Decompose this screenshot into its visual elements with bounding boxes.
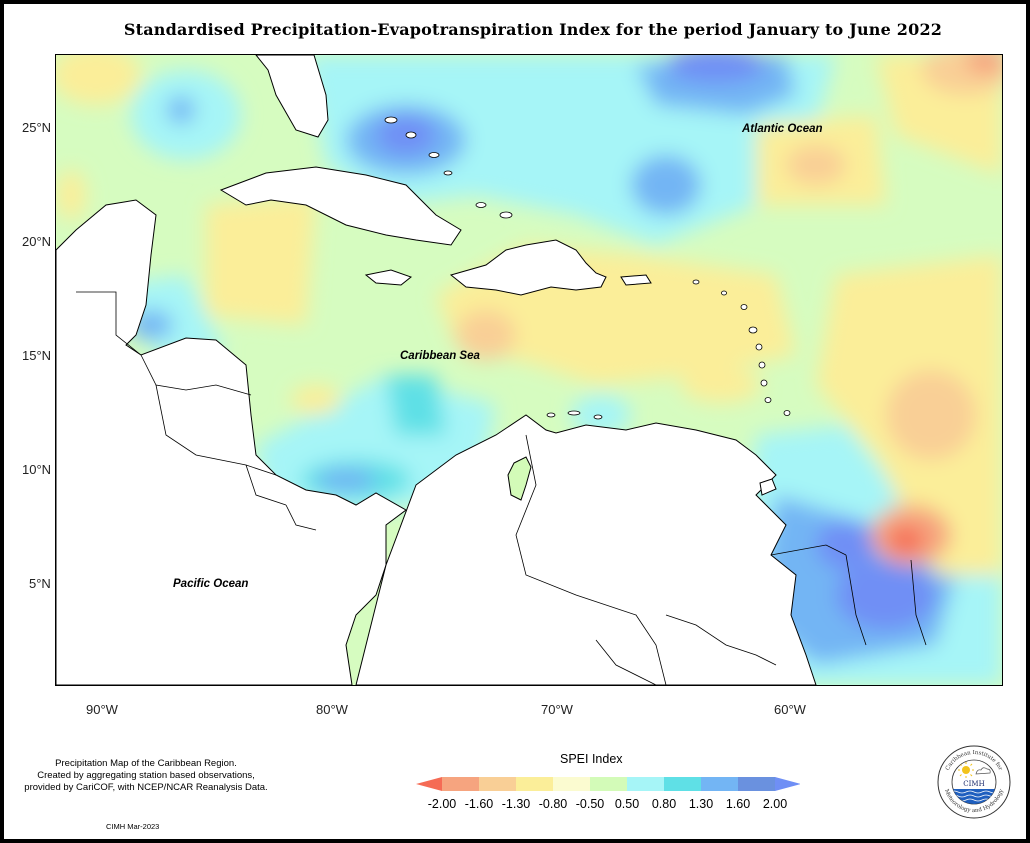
legend-swatch [516, 777, 554, 791]
longitude-label-80w: 80°W [316, 702, 348, 717]
legend-tick-label: 1.60 [725, 797, 751, 811]
map-title: Standardised Precipitation-Evapotranspir… [123, 20, 943, 39]
landmasses [56, 55, 817, 685]
credit-text: CIMH Mar-2023 [106, 822, 160, 831]
cuba [219, 166, 462, 246]
legend-tick-label: -0.80 [538, 797, 568, 811]
longitude-label-60w: 60°W [774, 702, 806, 717]
legend-swatch [590, 777, 628, 791]
small-islands [384, 116, 791, 420]
legend-tick-label: -0.50 [575, 797, 605, 811]
lake-maracaibo [507, 456, 532, 501]
legend-tick-labels: -2.00 -1.60 -1.30 -0.80 -0.50 0.50 0.80 1.30 1.6… [420, 797, 790, 813]
cloud-icon [975, 767, 991, 775]
logo-acronym: CIMH [963, 780, 984, 788]
atlantic-ocean-label: Atlantic Ocean [742, 123, 823, 135]
legend-title: SPEI Index [560, 752, 623, 766]
cimh-logo: Caribbean Institute for Meteorology and … [937, 745, 1011, 819]
legend-swatch [664, 777, 702, 791]
map-description: Precipitation Map of the Caribbean Regio… [8, 758, 284, 794]
legend-arrow-low [416, 777, 442, 791]
sun-rays-icon [958, 762, 974, 778]
trinidad [759, 478, 777, 496]
puerto-rico [620, 274, 652, 286]
florida-landmass [255, 55, 329, 138]
legend-swatch [701, 777, 739, 791]
caribbean-sea-label: Caribbean Sea [400, 350, 480, 362]
description-line-3: provided by CariCOF, with NCEP/NCAR Rean… [24, 782, 268, 793]
sun-icon [962, 766, 970, 774]
pacific-ocean-label: Pacific Ocean [173, 578, 249, 590]
spei-map [55, 54, 1003, 686]
legend-tick-label: -1.30 [501, 797, 531, 811]
legend-swatch [442, 777, 480, 791]
latitude-label-25n: 25°N [22, 120, 52, 135]
legend-swatch [627, 777, 665, 791]
legend-swatch [479, 777, 517, 791]
longitude-label-70w: 70°W [541, 702, 573, 717]
legend-swatch [738, 777, 776, 791]
description-line-1: Precipitation Map of the Caribbean Regio… [55, 758, 237, 769]
legend-arrow-high [775, 777, 800, 791]
longitude-label-90w: 90°W [86, 702, 118, 717]
latitude-label-10n: 10°N [22, 462, 52, 477]
jamaica [364, 269, 413, 286]
legend-tick-label: -1.60 [464, 797, 494, 811]
legend-swatch [553, 777, 591, 791]
legend-tick-label: 0.50 [614, 797, 640, 811]
latitude-label-20n: 20°N [22, 234, 52, 249]
south-america-landmass [355, 414, 817, 685]
legend-tick-label: -2.00 [427, 797, 457, 811]
legend-tick-label: 2.00 [762, 797, 788, 811]
borders [76, 291, 927, 685]
latitude-label-15n: 15°N [22, 348, 52, 363]
central-america-landmass [56, 199, 407, 685]
legend-tick-label: 1.30 [688, 797, 714, 811]
description-line-2: Created by aggregating station based obs… [37, 770, 255, 781]
spei-map-canvas [56, 55, 1002, 685]
hispaniola [449, 239, 607, 296]
legend-colorbar [416, 777, 800, 791]
legend-tick-label: 0.80 [651, 797, 677, 811]
latitude-label-5n: 5°N [29, 576, 51, 591]
